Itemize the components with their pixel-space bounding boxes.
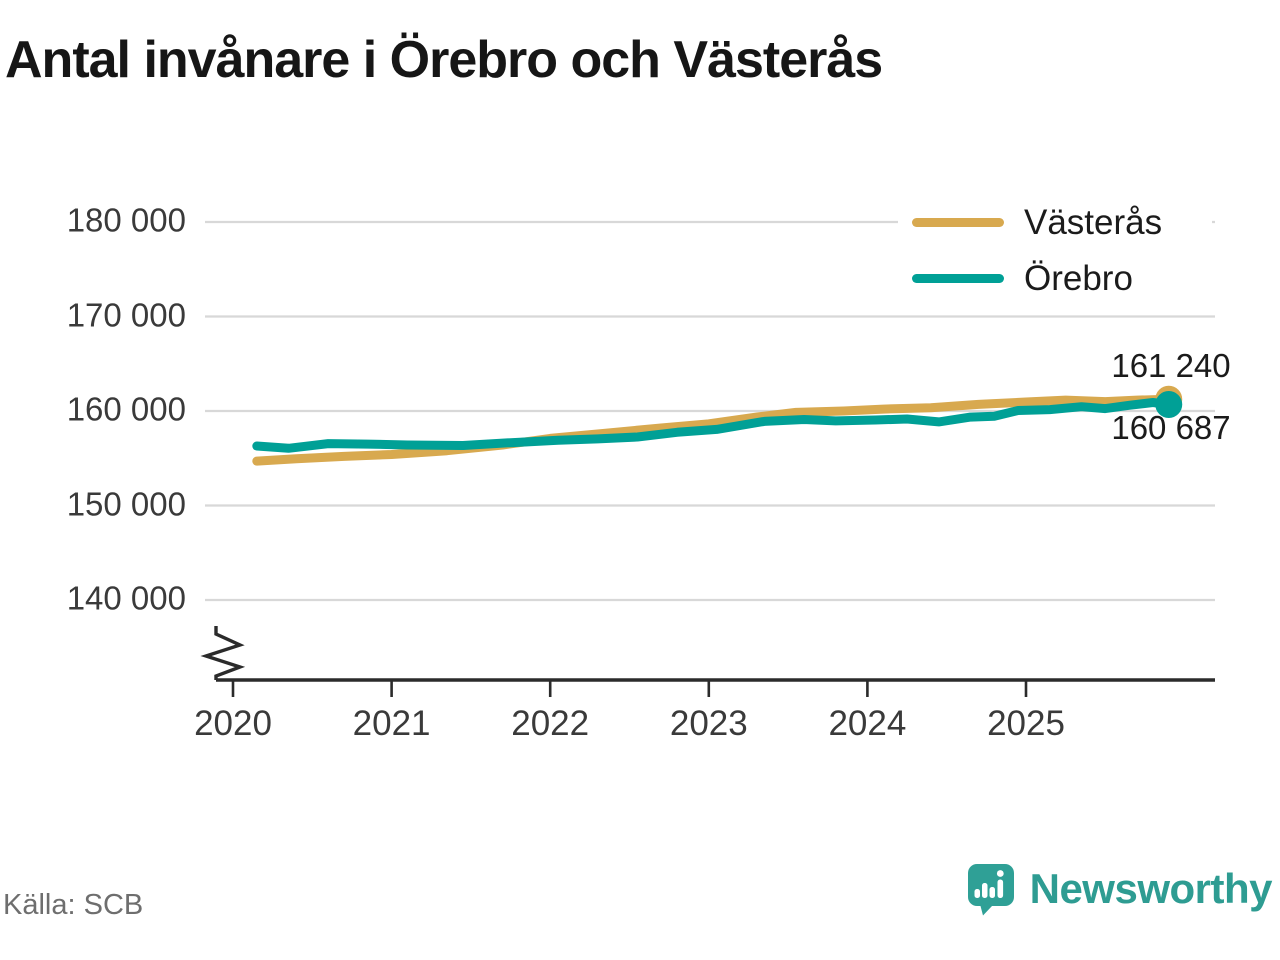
legend-label: Västerås	[1024, 203, 1163, 242]
brand-name: Newsworthy	[1029, 865, 1273, 912]
bar-2	[981, 883, 988, 898]
legend-item-vasteras: Västerås	[912, 205, 1212, 240]
y-axis-tick-label: 140 000	[66, 579, 186, 617]
x-axis-tick-label: 2024	[828, 704, 907, 743]
source-note: Källa: SCB	[3, 889, 144, 921]
bar-3	[989, 887, 995, 898]
legend-item-orebro: Örebro	[912, 261, 1212, 296]
x-axis-tick-label: 2022	[511, 704, 590, 743]
y-axis-tick-label: 160 000	[66, 390, 186, 428]
newsworthy-icon	[967, 864, 1014, 916]
legend-swatch	[912, 274, 1004, 283]
legend: Västerås Örebro	[898, 197, 1212, 306]
legend-swatch	[912, 218, 1004, 227]
y-axis-tick-label: 170 000	[66, 295, 186, 333]
series-end-dot-orebro	[1155, 391, 1183, 419]
brand-logo: Newsworthy	[966, 862, 1273, 916]
exclamation-dot	[996, 870, 1004, 877]
x-axis-tick-label: 2025	[987, 704, 1065, 743]
bar-1	[974, 889, 980, 898]
x-axis-tick-label: 2023	[669, 704, 748, 743]
y-axis-tick-label: 150 000	[66, 484, 186, 522]
x-axis-tick-label: 2020	[194, 704, 272, 743]
series-line-orebro	[252, 398, 1174, 453]
legend-label: Örebro	[1024, 259, 1133, 298]
y-axis-break-icon	[200, 626, 246, 680]
chart-title: Antal invånare i Örebro och Västerås	[5, 31, 883, 89]
series-line-vasteras	[252, 394, 1174, 466]
end-label-vasteras: 161 240	[1111, 347, 1231, 384]
exclamation-stem	[997, 879, 1003, 898]
x-axis-tick-label: 2021	[352, 704, 431, 743]
end-label-orebro: 160 687	[1111, 409, 1231, 446]
y-axis-tick-label: 180 000	[66, 201, 186, 239]
